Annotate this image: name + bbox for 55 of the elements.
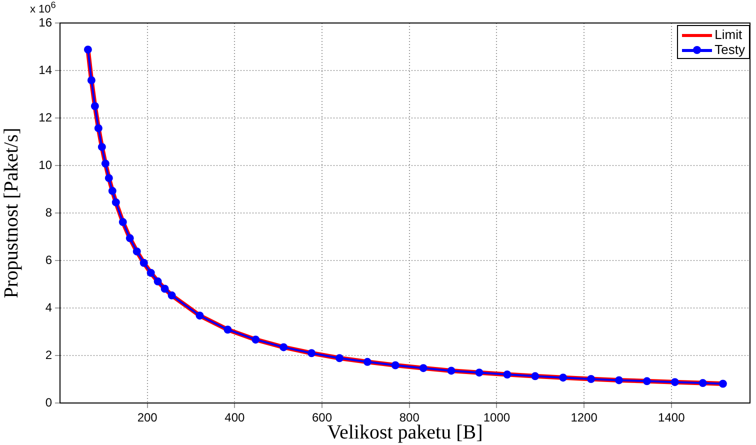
point [146,268,155,277]
y-tick-label: 8 [45,205,52,220]
point [101,160,110,168]
point [84,46,92,54]
y-tick-label: 6 [45,252,52,267]
point [503,370,512,378]
point [168,291,176,300]
legend-label: Limit [714,27,742,42]
text: x 10$^{6}$ [30,0,56,16]
y-tick-label: 16 [38,15,52,30]
y-tick-label: 10 [38,158,52,172]
y-tick-label: 12 [38,110,52,124]
y-tick-label: 2 [45,348,52,362]
legend-label: Testy [714,42,745,57]
point [104,174,113,182]
point [391,361,400,370]
point [252,336,260,344]
point [280,343,288,352]
x-tick-label: 1200 [570,410,598,425]
point [670,378,679,386]
y-tick-label: 0 [45,395,52,410]
point [363,358,372,366]
point [559,374,568,382]
y-axis-title: Propustnost [Paket/s] [0,128,22,298]
x-tick-label: 200 [137,410,158,425]
point [132,247,141,256]
point [118,218,127,226]
point [224,326,232,334]
y-tick-label: 14 [38,62,52,77]
point [587,375,596,384]
point [335,354,344,362]
x-tick-label: 1400 [658,410,686,425]
point [475,368,484,377]
point [90,102,99,110]
point [419,364,428,372]
point [614,376,623,384]
point [160,284,169,293]
point [196,312,204,320]
x-tick-label: 400 [224,410,246,425]
point [98,142,106,151]
point [108,186,116,195]
point [112,198,120,206]
point [718,380,727,388]
point [447,366,456,375]
point [531,372,540,380]
point [154,277,162,286]
point [94,124,102,132]
point [642,377,651,386]
point [87,76,96,84]
point [308,349,316,358]
x-tick-label: 1000 [483,410,510,425]
y-tick-label: 4 [45,300,52,314]
point [126,234,134,242]
point [698,379,707,388]
point [140,258,148,267]
